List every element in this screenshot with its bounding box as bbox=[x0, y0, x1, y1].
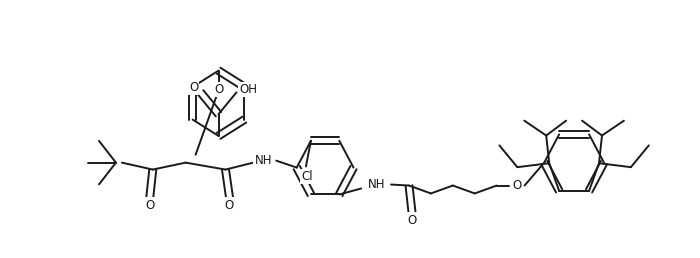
Text: NH: NH bbox=[255, 154, 272, 167]
Text: O: O bbox=[225, 199, 234, 212]
Text: O: O bbox=[189, 81, 198, 94]
Text: O: O bbox=[512, 179, 522, 192]
Text: NH: NH bbox=[368, 178, 385, 191]
Text: Cl: Cl bbox=[301, 170, 313, 183]
Text: O: O bbox=[214, 83, 223, 96]
Text: OH: OH bbox=[239, 83, 258, 96]
Text: O: O bbox=[145, 199, 155, 212]
Text: O: O bbox=[407, 214, 416, 227]
